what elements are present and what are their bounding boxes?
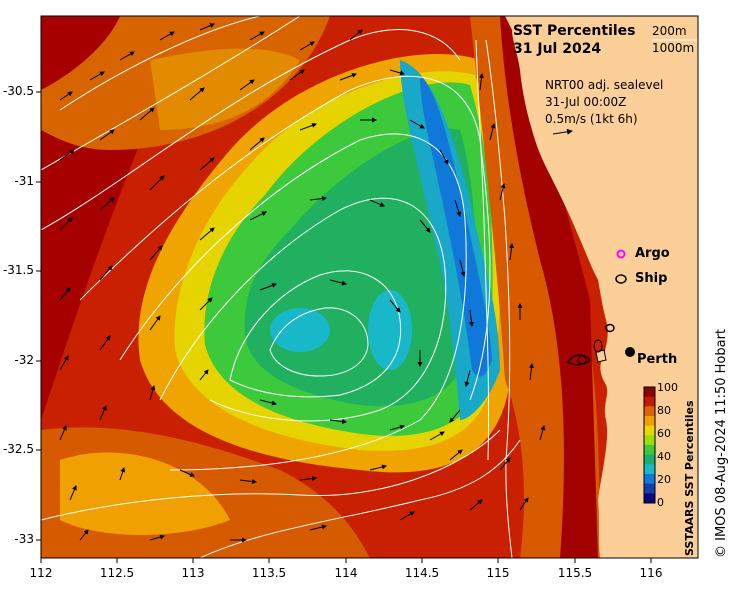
colorbar-label: SSTAARS SST Percentiles bbox=[683, 400, 696, 557]
sst-east-red bbox=[500, 16, 598, 558]
colorbar bbox=[644, 387, 655, 504]
colorbar-swatch bbox=[644, 474, 655, 485]
colorbar-tick: 0 bbox=[657, 496, 664, 509]
colorbar-swatch bbox=[644, 445, 655, 456]
ship-marker-coast bbox=[577, 355, 587, 365]
perth-marker bbox=[625, 347, 635, 357]
colorbar-tick: 60 bbox=[657, 427, 671, 440]
colorbar-swatch bbox=[644, 416, 655, 427]
colorbar-swatch bbox=[644, 464, 655, 475]
colorbar-swatch bbox=[644, 483, 655, 494]
rottnest-island bbox=[595, 349, 607, 363]
credit-label: © IMOS 08-Aug-2024 11:50 Hobart bbox=[714, 328, 729, 558]
colorbar-tick: 40 bbox=[657, 450, 671, 463]
current-arrows bbox=[59, 23, 546, 543]
contour-1000m-label: 1000m bbox=[652, 41, 695, 55]
perth-label: Perth bbox=[637, 352, 678, 367]
colorbar-tick: 100 bbox=[657, 381, 678, 394]
colorbar-swatch bbox=[644, 406, 655, 417]
y-tick-label: -31 bbox=[14, 174, 34, 188]
colorbar-tick: 20 bbox=[657, 473, 671, 486]
x-tick-label: 115 bbox=[486, 566, 510, 580]
current-scale-label: 0.5m/s (1kt 6h) bbox=[545, 112, 638, 126]
bathy-closed-contour bbox=[593, 339, 603, 353]
colorbar-swatch bbox=[644, 425, 655, 436]
colorbar-swatch bbox=[644, 493, 655, 504]
ship-track-contour bbox=[567, 354, 591, 366]
colorbar-swatch bbox=[644, 435, 655, 446]
x-tick-label: 113 bbox=[181, 566, 205, 580]
sealevel-source-label: NRT00 adj. sealevel bbox=[545, 78, 664, 92]
ship-marker-track bbox=[605, 323, 615, 333]
sealevel-contours bbox=[41, 16, 521, 558]
sst-core-cyan2 bbox=[368, 290, 412, 370]
colorbar-swatch bbox=[644, 454, 655, 465]
x-tick-label: 116 bbox=[639, 566, 663, 580]
argo-legend-label: Argo bbox=[635, 246, 670, 261]
x-tick-label: 112.5 bbox=[99, 566, 135, 580]
x-tick-label: 113.5 bbox=[251, 566, 287, 580]
y-tick-label: -32 bbox=[14, 353, 34, 367]
x-tick-label: 112 bbox=[29, 566, 53, 580]
y-tick-label: -31.5 bbox=[2, 263, 34, 277]
x-tick-marks bbox=[40, 558, 652, 563]
sst-nw-orange2 bbox=[150, 48, 300, 130]
colorbar-swatch bbox=[644, 396, 655, 407]
x-tick-label: 115.5 bbox=[557, 566, 593, 580]
ship-legend-icon bbox=[615, 274, 627, 284]
y-tick-marks bbox=[36, 91, 41, 541]
map-title: SST Percentiles bbox=[513, 23, 636, 39]
sealevel-time-label: 31-Jul 00:00Z bbox=[545, 95, 627, 109]
plot-area bbox=[41, 16, 698, 558]
colorbar-swatch bbox=[644, 387, 655, 398]
plot-frame bbox=[40, 15, 699, 559]
sst-south-yellow bbox=[60, 452, 230, 535]
colorbar-tick: 80 bbox=[657, 404, 671, 417]
y-tick-label: -33 bbox=[14, 532, 34, 546]
y-tick-label: -30.5 bbox=[2, 84, 34, 98]
colorbar-frame bbox=[643, 386, 656, 504]
map-date: 31 Jul 2024 bbox=[513, 41, 602, 57]
x-tick-label: 114.5 bbox=[404, 566, 440, 580]
ship-legend-label: Ship bbox=[635, 271, 668, 286]
sst-core-cyan bbox=[270, 308, 330, 352]
current-scale-arrow bbox=[552, 128, 573, 135]
y-tick-label: -32.5 bbox=[2, 442, 34, 456]
contour-200m-label: 200m bbox=[652, 24, 687, 38]
x-tick-label: 114 bbox=[334, 566, 358, 580]
argo-legend-icon bbox=[616, 249, 626, 259]
